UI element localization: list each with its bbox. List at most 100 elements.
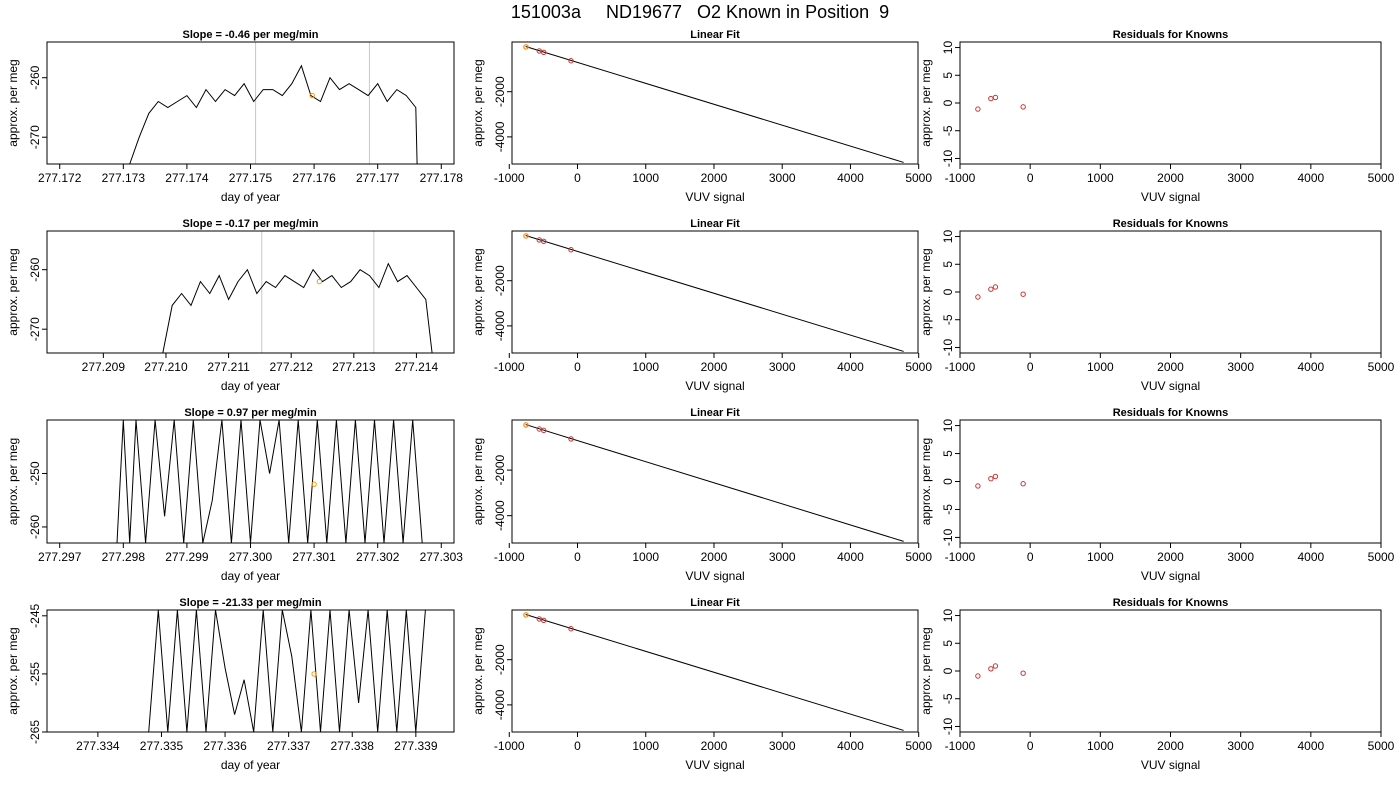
x-tick-label: 4000 bbox=[1297, 360, 1324, 374]
y-tick-label: 10 bbox=[941, 609, 955, 623]
y-tick-label: 10 bbox=[941, 230, 955, 244]
panel-title: Slope = -0.17 per meg/min bbox=[182, 218, 318, 230]
x-tick-label: 1000 bbox=[632, 739, 659, 753]
x-tick-label: 4000 bbox=[837, 739, 864, 753]
highlight-point bbox=[523, 233, 529, 239]
x-tick-label: 3000 bbox=[769, 550, 796, 564]
y-tick-label: 0 bbox=[941, 288, 955, 295]
panel-title: Residuals for Knowns bbox=[1113, 407, 1229, 419]
x-axis-label: VUV signal bbox=[1141, 379, 1200, 393]
y-tick-label: -2000 bbox=[493, 265, 507, 296]
y-axis-label: approx. per meg bbox=[471, 59, 485, 146]
x-tick-label: 3000 bbox=[1227, 550, 1254, 564]
y-tick-label: -5 bbox=[941, 125, 955, 136]
x-tick-label: 277.173 bbox=[102, 171, 146, 185]
data-point bbox=[541, 427, 547, 434]
data-layer bbox=[523, 233, 904, 352]
x-axis-label: VUV signal bbox=[1141, 190, 1200, 204]
x-tick-label: 277.337 bbox=[267, 739, 311, 753]
data-point bbox=[988, 476, 994, 482]
series-line bbox=[148, 610, 426, 732]
y-tick-label: -265 bbox=[28, 720, 42, 744]
y-tick-label: 0 bbox=[941, 478, 955, 485]
x-axis-label: VUV signal bbox=[685, 379, 744, 393]
data-layer bbox=[975, 94, 1026, 112]
x-tick-label: 5000 bbox=[905, 739, 932, 753]
x-tick-label: -1000 bbox=[945, 550, 976, 564]
x-tick-label: 4000 bbox=[837, 171, 864, 185]
x-tick-label: 2000 bbox=[701, 360, 728, 374]
y-tick-label: -5 bbox=[941, 693, 955, 704]
x-tick-label: 2000 bbox=[1157, 171, 1184, 185]
x-tick-label: 0 bbox=[574, 550, 581, 564]
panel-r4c3: Residuals for Knowns -1000 0 1000 2000 3000 40… bbox=[919, 597, 1395, 772]
highlight-point bbox=[311, 481, 317, 487]
panel-title: Slope = -0.46 per meg/min bbox=[182, 29, 318, 41]
plot-frame bbox=[46, 230, 455, 354]
data-point bbox=[1020, 291, 1026, 297]
y-axis-label: approx. per meg bbox=[919, 438, 933, 525]
data-point bbox=[541, 49, 547, 55]
y-tick-label: -10 bbox=[941, 149, 955, 167]
x-tick-label: 3000 bbox=[1227, 360, 1254, 374]
x-tick-label: 5000 bbox=[1368, 171, 1395, 185]
fit-line bbox=[525, 424, 904, 542]
y-tick-label: -10 bbox=[941, 717, 955, 735]
x-tick-label: 1000 bbox=[632, 550, 659, 564]
plot-frame bbox=[511, 609, 919, 733]
x-tick-label: 277.176 bbox=[292, 171, 336, 185]
data-point bbox=[988, 286, 994, 292]
highlight-point bbox=[523, 44, 529, 50]
x-tick-label: -1000 bbox=[494, 171, 525, 185]
x-tick-label: 3000 bbox=[769, 739, 796, 753]
panel-title: Linear Fit bbox=[690, 29, 740, 41]
plot-frame bbox=[511, 419, 919, 544]
x-axis-label: VUV signal bbox=[1141, 758, 1200, 772]
y-tick-label: -4000 bbox=[493, 689, 507, 720]
y-tick-label: -2000 bbox=[493, 76, 507, 107]
data-point bbox=[975, 106, 981, 112]
x-tick-label: 277.211 bbox=[207, 360, 250, 374]
x-tick-label: 277.297 bbox=[38, 550, 82, 564]
highlight-point bbox=[309, 92, 315, 99]
data-point bbox=[988, 666, 994, 672]
panel-r1c3: Residuals for Knowns -1000 0 1000 2000 3000 40… bbox=[919, 29, 1395, 204]
panel-title: Residuals for Knowns bbox=[1113, 29, 1229, 41]
x-tick-label: 277.303 bbox=[420, 550, 464, 564]
y-tick-label: 10 bbox=[941, 41, 955, 55]
y-tick-label: -270 bbox=[28, 125, 42, 149]
x-tick-label: 277.299 bbox=[165, 550, 209, 564]
y-tick-label: -245 bbox=[28, 603, 42, 627]
x-tick-label: 0 bbox=[574, 171, 581, 185]
data-point bbox=[568, 58, 574, 64]
x-tick-label: -1000 bbox=[945, 739, 976, 753]
fit-line bbox=[525, 46, 904, 163]
series-line bbox=[116, 420, 423, 543]
data-layer bbox=[975, 663, 1026, 679]
data-point bbox=[568, 626, 574, 632]
panel-title: Linear Fit bbox=[690, 218, 740, 230]
y-axis-label: approx. per meg bbox=[919, 59, 933, 146]
y-axis-label: approx. per meg bbox=[6, 438, 20, 525]
data-point bbox=[1020, 104, 1026, 110]
x-tick-label: 4000 bbox=[1297, 171, 1324, 185]
data-layer bbox=[975, 284, 1026, 300]
x-tick-label: -1000 bbox=[494, 739, 525, 753]
y-axis-label: approx. per meg bbox=[471, 438, 485, 525]
x-tick-label: 1000 bbox=[1087, 550, 1114, 564]
data-layer bbox=[116, 420, 423, 543]
plot-frame bbox=[46, 419, 455, 544]
data-point bbox=[992, 284, 999, 290]
x-tick-label: 0 bbox=[1027, 550, 1034, 564]
y-tick-label: -5 bbox=[941, 314, 955, 325]
panel-r4c2: Linear Fit -1000 0 1000 2000 3000 4000 5000 -200… bbox=[471, 597, 932, 772]
x-tick-label: 277.210 bbox=[144, 360, 188, 374]
y-tick-label: -260 bbox=[28, 515, 42, 539]
y-tick-label: 5 bbox=[941, 72, 955, 79]
plot-frame bbox=[46, 609, 455, 733]
y-tick-label: -255 bbox=[28, 662, 42, 686]
x-tick-label: 277.172 bbox=[38, 171, 82, 185]
data-point bbox=[992, 663, 999, 669]
x-tick-label: 5000 bbox=[1368, 739, 1395, 753]
